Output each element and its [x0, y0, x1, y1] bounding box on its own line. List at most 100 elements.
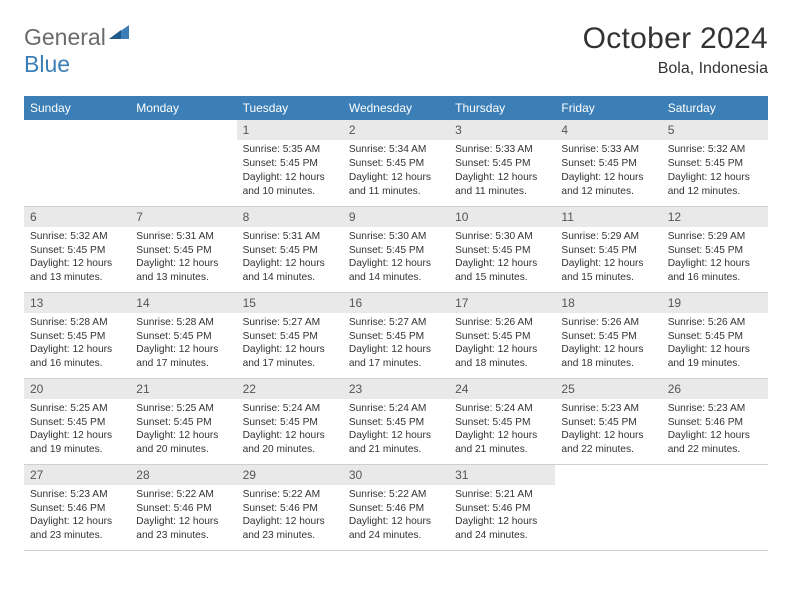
- sunset-line: Sunset: 5:45 PM: [349, 157, 443, 171]
- day-number: 25: [555, 379, 661, 399]
- daylight-line: Daylight: 12 hours and 24 minutes.: [455, 515, 549, 543]
- day-details: Sunrise: 5:21 AMSunset: 5:46 PMDaylight:…: [449, 485, 555, 549]
- calendar-cell: 8Sunrise: 5:31 AMSunset: 5:45 PMDaylight…: [237, 206, 343, 292]
- sunrise-line: Sunrise: 5:33 AM: [561, 143, 655, 157]
- daylight-line: Daylight: 12 hours and 21 minutes.: [349, 429, 443, 457]
- calendar-cell: 29Sunrise: 5:22 AMSunset: 5:46 PMDayligh…: [237, 464, 343, 550]
- logo-text: General Blue: [24, 24, 129, 78]
- calendar-cell: 13Sunrise: 5:28 AMSunset: 5:45 PMDayligh…: [24, 292, 130, 378]
- sunset-line: Sunset: 5:46 PM: [455, 502, 549, 516]
- sunrise-line: Sunrise: 5:29 AM: [561, 230, 655, 244]
- calendar-cell: 16Sunrise: 5:27 AMSunset: 5:45 PMDayligh…: [343, 292, 449, 378]
- day-number: 27: [24, 465, 130, 485]
- day-details: Sunrise: 5:31 AMSunset: 5:45 PMDaylight:…: [237, 227, 343, 291]
- day-number: 23: [343, 379, 449, 399]
- location: Bola, Indonesia: [583, 60, 768, 78]
- sunrise-line: Sunrise: 5:24 AM: [349, 402, 443, 416]
- sunrise-line: Sunrise: 5:27 AM: [349, 316, 443, 330]
- calendar-cell: 25Sunrise: 5:23 AMSunset: 5:45 PMDayligh…: [555, 378, 661, 464]
- daylight-line: Daylight: 12 hours and 15 minutes.: [561, 257, 655, 285]
- day-details: Sunrise: 5:33 AMSunset: 5:45 PMDaylight:…: [449, 140, 555, 204]
- daylight-line: Daylight: 12 hours and 21 minutes.: [455, 429, 549, 457]
- calendar-cell: [130, 120, 236, 206]
- day-number: 5: [662, 120, 768, 140]
- daylight-line: Daylight: 12 hours and 16 minutes.: [668, 257, 762, 285]
- day-number: 9: [343, 207, 449, 227]
- sunset-line: Sunset: 5:45 PM: [455, 157, 549, 171]
- day-number: 3: [449, 120, 555, 140]
- calendar-row: 27Sunrise: 5:23 AMSunset: 5:46 PMDayligh…: [24, 464, 768, 550]
- day-number: 28: [130, 465, 236, 485]
- daylight-line: Daylight: 12 hours and 17 minutes.: [136, 343, 230, 371]
- day-number: 17: [449, 293, 555, 313]
- day-details: Sunrise: 5:23 AMSunset: 5:46 PMDaylight:…: [24, 485, 130, 549]
- day-details: Sunrise: 5:30 AMSunset: 5:45 PMDaylight:…: [449, 227, 555, 291]
- sunrise-line: Sunrise: 5:26 AM: [668, 316, 762, 330]
- sunrise-line: Sunrise: 5:22 AM: [349, 488, 443, 502]
- day-details: Sunrise: 5:29 AMSunset: 5:45 PMDaylight:…: [662, 227, 768, 291]
- day-number: 16: [343, 293, 449, 313]
- day-details: Sunrise: 5:25 AMSunset: 5:45 PMDaylight:…: [24, 399, 130, 463]
- calendar-cell: 6Sunrise: 5:32 AMSunset: 5:45 PMDaylight…: [24, 206, 130, 292]
- daylight-line: Daylight: 12 hours and 20 minutes.: [243, 429, 337, 457]
- weekday-header: Sunday: [24, 96, 130, 120]
- sunset-line: Sunset: 5:46 PM: [243, 502, 337, 516]
- calendar-cell: 5Sunrise: 5:32 AMSunset: 5:45 PMDaylight…: [662, 120, 768, 206]
- calendar-cell: 28Sunrise: 5:22 AMSunset: 5:46 PMDayligh…: [130, 464, 236, 550]
- weekday-row: SundayMondayTuesdayWednesdayThursdayFrid…: [24, 96, 768, 120]
- sunset-line: Sunset: 5:45 PM: [349, 244, 443, 258]
- sunset-line: Sunset: 5:45 PM: [455, 330, 549, 344]
- day-number: 19: [662, 293, 768, 313]
- calendar-cell: 7Sunrise: 5:31 AMSunset: 5:45 PMDaylight…: [130, 206, 236, 292]
- calendar-cell: 1Sunrise: 5:35 AMSunset: 5:45 PMDaylight…: [237, 120, 343, 206]
- sunset-line: Sunset: 5:45 PM: [30, 244, 124, 258]
- calendar-cell: 21Sunrise: 5:25 AMSunset: 5:45 PMDayligh…: [130, 378, 236, 464]
- sunrise-line: Sunrise: 5:33 AM: [455, 143, 549, 157]
- calendar-cell: [662, 464, 768, 550]
- day-number: 30: [343, 465, 449, 485]
- sunset-line: Sunset: 5:45 PM: [136, 330, 230, 344]
- sunset-line: Sunset: 5:45 PM: [243, 330, 337, 344]
- day-details: Sunrise: 5:28 AMSunset: 5:45 PMDaylight:…: [24, 313, 130, 377]
- daylight-line: Daylight: 12 hours and 23 minutes.: [30, 515, 124, 543]
- daylight-line: Daylight: 12 hours and 11 minutes.: [455, 171, 549, 199]
- daylight-line: Daylight: 12 hours and 23 minutes.: [243, 515, 337, 543]
- day-number: 6: [24, 207, 130, 227]
- day-details: Sunrise: 5:31 AMSunset: 5:45 PMDaylight:…: [130, 227, 236, 291]
- calendar-cell: 24Sunrise: 5:24 AMSunset: 5:45 PMDayligh…: [449, 378, 555, 464]
- day-number: 11: [555, 207, 661, 227]
- day-details: Sunrise: 5:23 AMSunset: 5:45 PMDaylight:…: [555, 399, 661, 463]
- sunrise-line: Sunrise: 5:22 AM: [243, 488, 337, 502]
- day-number: 31: [449, 465, 555, 485]
- weekday-header: Thursday: [449, 96, 555, 120]
- calendar-cell: 14Sunrise: 5:28 AMSunset: 5:45 PMDayligh…: [130, 292, 236, 378]
- day-number: 4: [555, 120, 661, 140]
- sunrise-line: Sunrise: 5:24 AM: [243, 402, 337, 416]
- sunset-line: Sunset: 5:45 PM: [243, 157, 337, 171]
- calendar-table: SundayMondayTuesdayWednesdayThursdayFrid…: [24, 96, 768, 551]
- sunrise-line: Sunrise: 5:26 AM: [455, 316, 549, 330]
- daylight-line: Daylight: 12 hours and 15 minutes.: [455, 257, 549, 285]
- sunrise-line: Sunrise: 5:22 AM: [136, 488, 230, 502]
- daylight-line: Daylight: 12 hours and 17 minutes.: [243, 343, 337, 371]
- sunset-line: Sunset: 5:45 PM: [243, 416, 337, 430]
- day-details: Sunrise: 5:32 AMSunset: 5:45 PMDaylight:…: [24, 227, 130, 291]
- sunset-line: Sunset: 5:46 PM: [136, 502, 230, 516]
- calendar-cell: 27Sunrise: 5:23 AMSunset: 5:46 PMDayligh…: [24, 464, 130, 550]
- daylight-line: Daylight: 12 hours and 14 minutes.: [243, 257, 337, 285]
- daylight-line: Daylight: 12 hours and 19 minutes.: [668, 343, 762, 371]
- day-number: 18: [555, 293, 661, 313]
- sunrise-line: Sunrise: 5:21 AM: [455, 488, 549, 502]
- weekday-header: Monday: [130, 96, 236, 120]
- sunrise-line: Sunrise: 5:23 AM: [668, 402, 762, 416]
- day-details: Sunrise: 5:24 AMSunset: 5:45 PMDaylight:…: [449, 399, 555, 463]
- sunset-line: Sunset: 5:45 PM: [349, 416, 443, 430]
- sunset-line: Sunset: 5:45 PM: [349, 330, 443, 344]
- calendar-cell: 20Sunrise: 5:25 AMSunset: 5:45 PMDayligh…: [24, 378, 130, 464]
- weekday-header: Tuesday: [237, 96, 343, 120]
- day-number: 12: [662, 207, 768, 227]
- day-details: Sunrise: 5:35 AMSunset: 5:45 PMDaylight:…: [237, 140, 343, 204]
- sunset-line: Sunset: 5:45 PM: [30, 330, 124, 344]
- sunset-line: Sunset: 5:45 PM: [668, 330, 762, 344]
- calendar-cell: 2Sunrise: 5:34 AMSunset: 5:45 PMDaylight…: [343, 120, 449, 206]
